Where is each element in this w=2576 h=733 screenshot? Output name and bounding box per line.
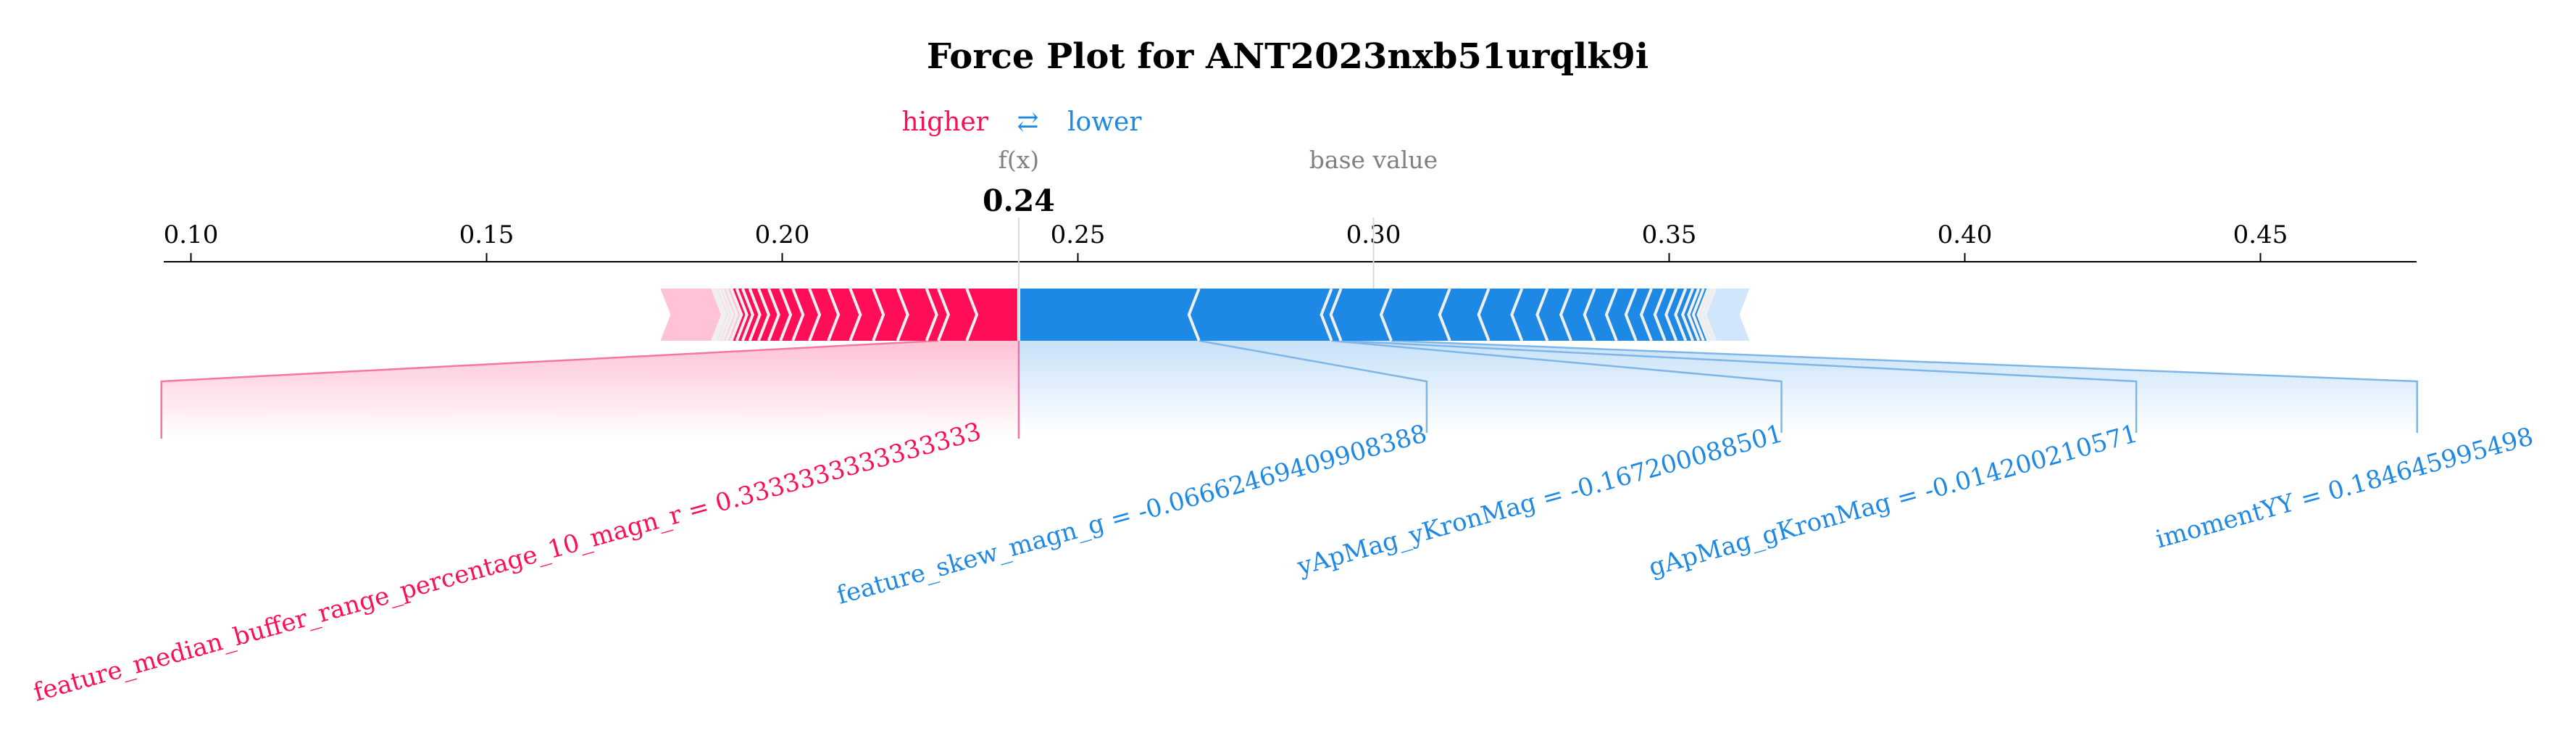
- negative-feature-segment: [1653, 288, 1667, 341]
- negative-feature-segment: [1674, 288, 1688, 341]
- force-bars: [660, 288, 1750, 341]
- negative-feature-segment: [1639, 288, 1653, 341]
- tick-label: 0.20: [755, 220, 810, 249]
- legend-lower: lower: [1067, 107, 1142, 137]
- tick-label: 0.25: [1051, 220, 1106, 249]
- legend-arrows-icon: ⇄: [1017, 107, 1038, 137]
- positive-feature-segment: [849, 288, 862, 341]
- negative-bar: [1018, 289, 1708, 341]
- negative-feature-segment: [1704, 288, 1717, 341]
- feature-labels: feature_median_buffer_range_percentage_1…: [30, 417, 2536, 708]
- feature-label: imomentYY = 0.184645995498: [2153, 422, 2537, 554]
- positive-feature-segment: [721, 288, 735, 341]
- positive-feature-segment: [748, 288, 762, 341]
- negative-feature-segment: [1477, 288, 1491, 341]
- negative-feature-segment: [1624, 288, 1638, 341]
- x-axis: 0.10 0.15 0.20 0.25 0.30 0.35 0.40 0.45: [164, 220, 2417, 262]
- positive-feature-segment: [779, 288, 793, 341]
- negative-feature-segment: [1320, 288, 1333, 341]
- negative-feature-segment: [1700, 288, 1714, 341]
- negative-feature-segment: [1559, 288, 1572, 341]
- positive-feature-segment: [756, 288, 771, 341]
- positive-feature-segment: [767, 288, 780, 341]
- legend-higher: higher: [901, 107, 988, 137]
- tick-label: 0.15: [459, 220, 514, 249]
- positive-feature-segment: [965, 288, 979, 341]
- negative-connector: [1331, 339, 1783, 433]
- base-value-label: base value: [1309, 146, 1438, 174]
- positive-bar: [732, 289, 1019, 341]
- tick-label: 0.35: [1642, 220, 1697, 249]
- positive-feature-segment: [937, 288, 951, 341]
- positive-feature-segment: [791, 288, 805, 341]
- negative-feature-segment: [1510, 288, 1524, 341]
- legend: higher ⇄ lower: [901, 107, 1142, 137]
- positive-feature-segment: [725, 288, 738, 341]
- fx-label: f(x): [999, 146, 1040, 174]
- positive-feature-segment: [808, 288, 822, 341]
- negative-feature-segment: [1696, 288, 1710, 341]
- positive-feature-segment: [872, 288, 885, 341]
- positive-feature-segment: [741, 288, 754, 341]
- negative-feature-segment: [1438, 288, 1451, 341]
- tick-label: 0.40: [1938, 220, 1993, 249]
- positive-feature-segment: [925, 288, 938, 341]
- negative-feature-segment: [1187, 288, 1201, 341]
- negative-feature-segment: [1687, 288, 1701, 341]
- feature-label: feature_median_buffer_range_percentage_1…: [30, 417, 984, 708]
- negative-feature-segment: [1664, 288, 1678, 341]
- positive-feature-segment: [735, 288, 749, 341]
- positive-feature-segment: [717, 288, 731, 341]
- negative-connector: [1199, 339, 1428, 433]
- negative-feature-segment: [1329, 288, 1343, 341]
- negative-feature-segment: [1583, 288, 1596, 341]
- positive-feature-segment: [896, 288, 909, 341]
- negative-feature-segment: [1604, 288, 1618, 341]
- positive-feature-segment: [714, 288, 728, 341]
- negative-feature-segment: [1379, 288, 1393, 341]
- positive-connector: [160, 339, 938, 439]
- negative-connector-fill: [1018, 341, 2417, 433]
- feature-connectors: [160, 339, 2418, 439]
- chart-title: Force Plot for ANT2023nxb51urqlk9i: [927, 36, 1648, 77]
- tick-label: 0.45: [2233, 220, 2288, 249]
- value-annotations: f(x) 0.24 base value: [983, 146, 1438, 341]
- positive-feature-segment: [730, 288, 743, 341]
- positive-feature-segment: [827, 288, 841, 341]
- tick-label: 0.10: [164, 220, 219, 249]
- negative-feature-segment: [1680, 288, 1695, 341]
- positive-connector-fill: [161, 341, 1019, 439]
- negative-feature-segment: [1691, 288, 1705, 341]
- positive-feature-segment: [711, 288, 725, 341]
- negative-connector: [1391, 339, 2418, 433]
- fx-value: 0.24: [983, 183, 1055, 218]
- negative-connector: [1341, 339, 2138, 433]
- negative-feature-segment: [1535, 288, 1549, 341]
